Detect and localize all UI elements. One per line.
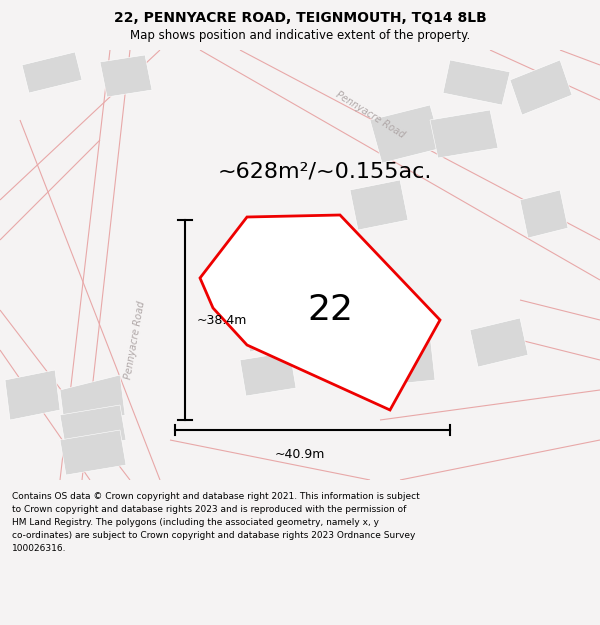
Text: Contains OS data © Crown copyright and database right 2021. This information is : Contains OS data © Crown copyright and d…	[12, 492, 420, 501]
Text: ~628m²/~0.155ac.: ~628m²/~0.155ac.	[218, 162, 433, 182]
Polygon shape	[240, 352, 296, 396]
Polygon shape	[5, 370, 60, 420]
Polygon shape	[470, 318, 528, 367]
Polygon shape	[200, 215, 440, 410]
Text: HM Land Registry. The polygons (including the associated geometry, namely x, y: HM Land Registry. The polygons (includin…	[12, 518, 379, 527]
Text: Pennyacre Road: Pennyacre Road	[334, 90, 406, 140]
Text: Map shows position and indicative extent of the property.: Map shows position and indicative extent…	[130, 29, 470, 42]
Polygon shape	[443, 60, 510, 105]
Polygon shape	[268, 232, 328, 281]
Polygon shape	[100, 55, 152, 97]
Text: co-ordinates) are subject to Crown copyright and database rights 2023 Ordnance S: co-ordinates) are subject to Crown copyr…	[12, 531, 415, 540]
Text: Pennyacre Road: Pennyacre Road	[123, 300, 147, 380]
Text: ~38.4m: ~38.4m	[197, 314, 247, 326]
Polygon shape	[22, 52, 82, 93]
Polygon shape	[240, 298, 290, 352]
Polygon shape	[520, 190, 568, 238]
Text: 22, PENNYACRE ROAD, TEIGNMOUTH, TQ14 8LB: 22, PENNYACRE ROAD, TEIGNMOUTH, TQ14 8LB	[113, 11, 487, 25]
Polygon shape	[380, 335, 435, 385]
Text: to Crown copyright and database rights 2023 and is reproduced with the permissio: to Crown copyright and database rights 2…	[12, 505, 406, 514]
Polygon shape	[350, 180, 408, 230]
Polygon shape	[60, 430, 126, 475]
Text: ~40.9m: ~40.9m	[275, 448, 325, 461]
Polygon shape	[370, 105, 442, 163]
Polygon shape	[60, 375, 125, 430]
Polygon shape	[60, 405, 126, 450]
Text: 100026316.: 100026316.	[12, 544, 67, 553]
Polygon shape	[510, 60, 572, 115]
Polygon shape	[430, 110, 498, 158]
Text: 22: 22	[307, 293, 353, 327]
